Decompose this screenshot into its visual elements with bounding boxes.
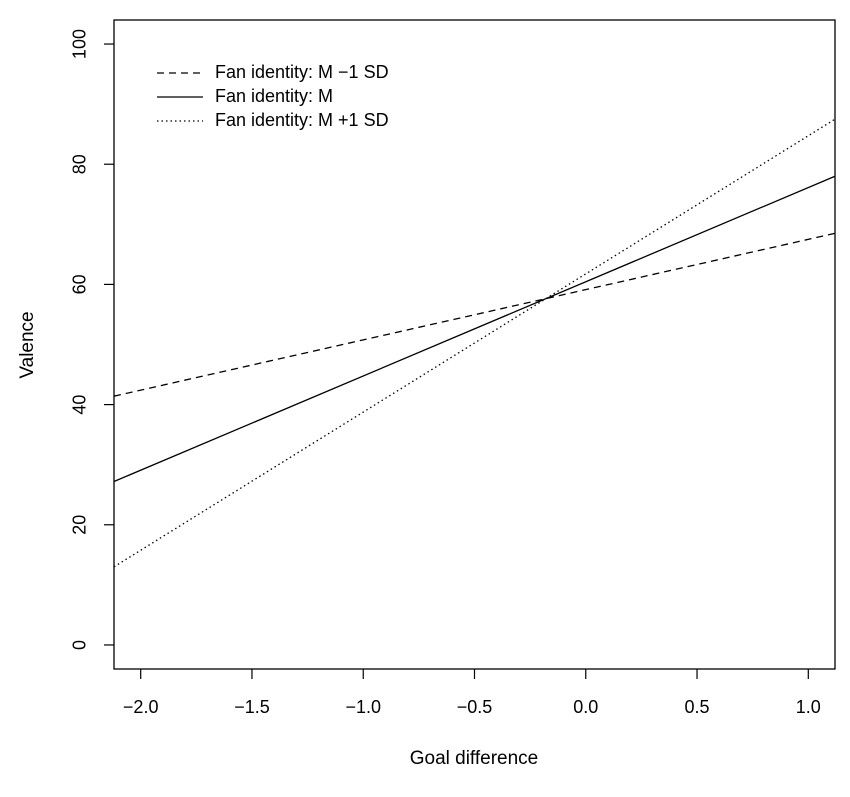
y-tick-label: 0 bbox=[70, 640, 90, 650]
x-tick-label: −2.0 bbox=[123, 697, 159, 717]
legend: Fan identity: M −1 SD Fan identity: M Fan … bbox=[157, 62, 389, 130]
legend-label: Fan identity: M +1 SD bbox=[215, 110, 389, 130]
series-lines bbox=[113, 118, 836, 568]
x-tick-label: −1.0 bbox=[345, 697, 381, 717]
y-axis: 0 20 40 60 80 100 bbox=[70, 29, 114, 650]
x-axis-title: Goal difference bbox=[410, 748, 539, 769]
x-tick-label: −0.5 bbox=[457, 697, 493, 717]
y-tick-label: 80 bbox=[70, 154, 90, 174]
x-tick-label: 0.0 bbox=[573, 697, 598, 717]
x-tick-label: 1.0 bbox=[796, 697, 821, 717]
series-line-solid bbox=[113, 175, 836, 483]
series-line-dotted bbox=[113, 118, 836, 568]
y-tick-label: 20 bbox=[70, 515, 90, 535]
x-axis: −2.0 −1.5 −1.0 −0.5 0.0 0.5 1.0 bbox=[123, 669, 821, 717]
legend-label: Fan identity: M −1 SD bbox=[215, 62, 389, 82]
y-tick-label: 60 bbox=[70, 274, 90, 294]
y-tick-label: 100 bbox=[70, 29, 90, 59]
y-tick-label: 40 bbox=[70, 395, 90, 415]
x-tick-label: −1.5 bbox=[234, 697, 270, 717]
series-line-dashed bbox=[113, 232, 836, 397]
y-axis-title: Valence bbox=[17, 311, 38, 378]
x-tick-label: 0.5 bbox=[685, 697, 710, 717]
legend-label: Fan identity: M bbox=[215, 86, 333, 106]
